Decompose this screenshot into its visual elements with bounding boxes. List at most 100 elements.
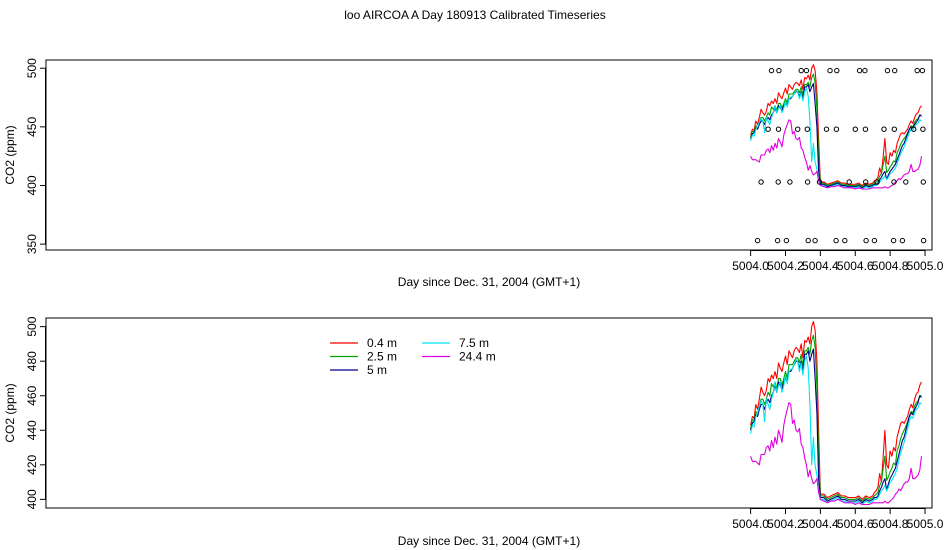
marker-point [919,67,926,74]
marker-point [768,67,775,74]
bottom-y-tick-label: 400 [25,489,39,509]
figure-title: loo AIRCOA A Day 180913 Calibrated Times… [344,8,605,22]
marker-point [827,67,833,74]
legend-label: 2.5 m [367,350,397,364]
marker-point [881,126,887,132]
marker-point [833,126,840,132]
top-x-tick-label: 5004.8 [872,259,909,273]
bottom-y-tick-label: 500 [25,316,39,336]
top-y-tick-label: 500 [25,58,39,78]
top-series-line-2 [750,82,922,189]
marker-point [863,179,869,185]
top-markers-group [754,67,927,244]
marker-point [846,179,852,185]
legend: 0.4 m2.5 m5 m 7.5 m24.4 m [330,336,496,377]
marker-point [911,126,917,132]
marker-point [833,237,839,244]
top-x-axis-label: Day since Dec. 31, 2004 (GMT+1) [398,275,580,289]
bottom-x-tick-label: 5004.2 [767,517,804,531]
top-x-tick-label: 5004.2 [767,259,804,273]
marker-point [795,126,801,132]
marker-point [899,237,906,244]
top-plot-frame [45,59,933,251]
bottom-x-tick-label: 5004.6 [837,517,874,531]
marker-point [920,179,926,185]
top-y-axis-label: CO2 (ppm) [3,125,17,184]
marker-point [775,179,781,185]
bottom-series-line-2 [750,348,922,504]
bottom-x-tick-label: 5005.0 [907,517,944,531]
marker-point [775,126,782,132]
marker-point [816,179,823,185]
bottom-series-line-0 [750,320,922,500]
marker-point [871,237,878,244]
marker-point [884,67,891,74]
legend-label: 0.4 m [367,336,397,350]
bottom-series-line-4 [750,402,923,506]
marker-point [758,179,764,185]
marker-point [863,237,869,244]
marker-point [787,179,793,185]
marker-point [920,126,926,132]
marker-point [890,237,897,244]
top-y-tick-label: 450 [25,117,39,137]
marker-point [804,179,811,185]
top-x-tick-label: 5004.0 [732,259,769,273]
bottom-y-tick-label: 480 [25,351,39,371]
marker-point [862,67,868,74]
top-x-tick-label: 5004.4 [802,259,839,273]
legend-label: 24.4 m [459,350,496,364]
marker-point [842,237,848,244]
marker-point [903,179,909,185]
top-series-line-3 [750,87,922,190]
marker-point [803,67,810,74]
marker-point [852,126,858,132]
legend-label: 7.5 m [459,336,489,350]
marker-point [812,237,818,244]
marker-point [891,126,897,132]
bottom-series-group [750,320,923,506]
bottom-y-axis-label: CO2 (ppm) [3,383,17,442]
marker-point [874,179,880,185]
marker-point [834,67,840,74]
marker-point [920,237,927,244]
marker-point [856,67,863,74]
bottom-series-line-1 [750,334,922,502]
marker-point [862,126,869,132]
top-series-group [750,64,923,190]
bottom-series-line-3 [750,355,922,506]
bottom-y-tick-label: 460 [25,385,39,405]
marker-point [765,126,771,132]
marker-point [783,237,790,244]
marker-point [798,67,804,74]
top-y-axis: 350 400 450 500 [25,58,46,254]
bottom-x-tick-label: 5004.8 [872,517,909,531]
marker-point [892,67,898,74]
marker-point [754,237,761,244]
legend-label: 5 m [367,363,387,377]
marker-point [891,179,897,185]
marker-point [774,237,781,244]
marker-point [804,126,810,132]
marker-point [776,67,782,74]
marker-point [914,67,920,74]
marker-point [823,126,830,132]
top-series-line-0 [750,64,922,187]
top-y-tick-label: 350 [25,234,39,254]
bottom-x-axis-label: Day since Dec. 31, 2004 (GMT+1) [398,534,580,548]
top-x-tick-label: 5004.6 [837,259,874,273]
top-x-tick-label: 5005.0 [907,259,944,273]
top-series-line-4 [750,119,923,190]
bottom-x-tick-label: 5004.0 [732,517,769,531]
bottom-y-tick-label: 420 [25,454,39,474]
marker-point [805,237,811,244]
top-y-tick-label: 400 [25,175,39,195]
bottom-y-tick-label: 440 [25,420,39,440]
bottom-y-axis: 400 420 440 460 480 500 [25,316,46,509]
bottom-x-tick-label: 5004.4 [802,517,839,531]
